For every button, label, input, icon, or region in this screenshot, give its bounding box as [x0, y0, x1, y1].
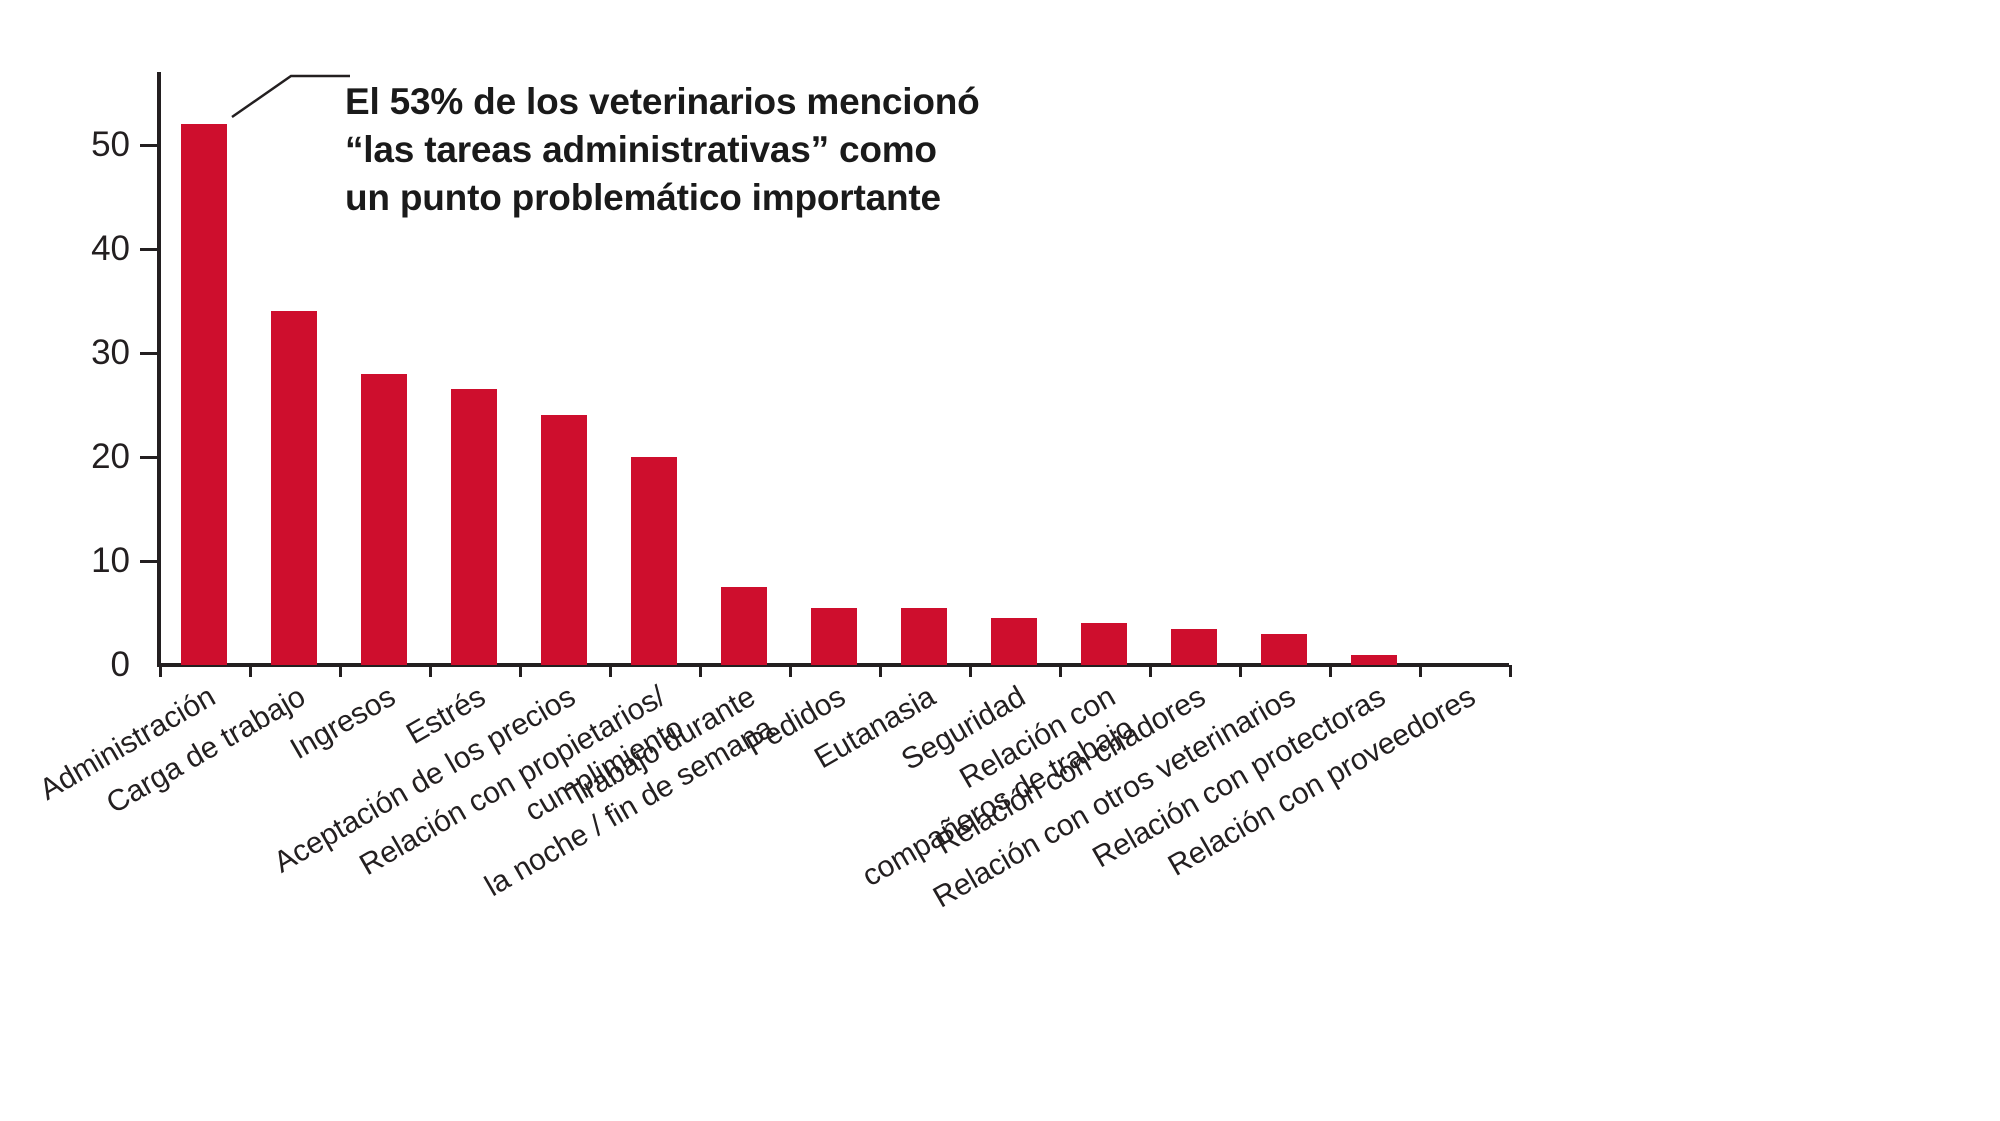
bar: [810, 607, 858, 665]
y-tick-label-wrap: 40: [20, 231, 130, 266]
x-tick: [1509, 665, 1512, 677]
y-tick-label-wrap: 20: [20, 439, 130, 474]
x-tick: [339, 665, 342, 677]
y-axis-line: [157, 72, 161, 666]
callout-line-2: “las tareas administrativas” como: [345, 129, 937, 170]
bar: [1080, 623, 1128, 665]
y-tick-label: 10: [91, 540, 130, 580]
y-tick-50: [140, 143, 160, 147]
bar: [900, 607, 948, 665]
bar: [270, 311, 318, 665]
bar: [1260, 633, 1308, 665]
x-tick: [1239, 665, 1242, 677]
y-tick-label-wrap: 10: [20, 543, 130, 578]
y-tick-label: 20: [91, 436, 130, 476]
bar: [360, 373, 408, 665]
bar: [450, 389, 498, 665]
y-tick-label-wrap: 0: [20, 647, 130, 682]
x-tick: [1419, 665, 1422, 677]
y-tick-10: [140, 559, 160, 563]
y-tick-20: [140, 455, 160, 459]
x-tick: [249, 665, 252, 677]
x-axis-line: [157, 663, 1509, 667]
bar: [630, 456, 678, 665]
x-tick: [159, 665, 162, 677]
y-tick-label-wrap: 30: [20, 335, 130, 370]
x-tick: [429, 665, 432, 677]
x-tick: [1059, 665, 1062, 677]
x-tick: [1329, 665, 1332, 677]
bar: [720, 586, 768, 665]
y-tick-label: 50: [91, 124, 130, 164]
x-tick: [699, 665, 702, 677]
y-tick-label: 0: [110, 645, 130, 684]
bar: [990, 618, 1038, 665]
bar: [540, 415, 588, 665]
y-tick-label: 30: [91, 332, 130, 372]
admin-callout-annotation: El 53% de los veterinarios mencionó “las…: [345, 78, 1045, 222]
x-tick: [969, 665, 972, 677]
x-tick: [879, 665, 882, 677]
y-tick-label-wrap: 50: [20, 127, 130, 162]
x-tick: [609, 665, 612, 677]
bar: [1170, 628, 1218, 665]
x-tick: [519, 665, 522, 677]
bar-chart: 0 10 20 30 40 50 Administración Carga de traba…: [20, 72, 1512, 915]
bar: [180, 124, 228, 665]
y-tick-40: [140, 247, 160, 251]
x-tick: [1149, 665, 1152, 677]
callout-line-1: El 53% de los veterinarios mencionó: [345, 81, 980, 122]
y-tick-label: 40: [91, 228, 130, 268]
y-tick-30: [140, 351, 160, 355]
bar: [1350, 654, 1398, 665]
callout-line-3: un punto problemático importante: [345, 177, 941, 218]
x-tick: [789, 665, 792, 677]
